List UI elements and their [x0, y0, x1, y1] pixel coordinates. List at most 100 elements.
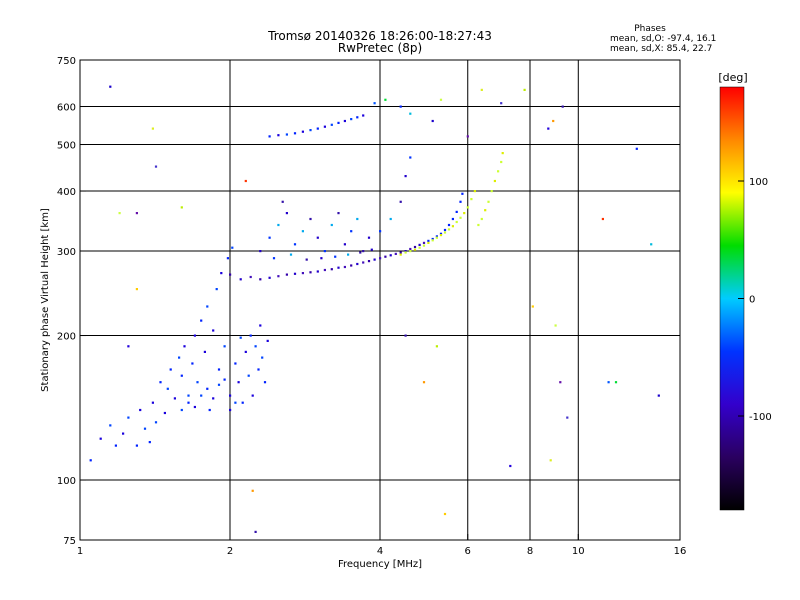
- echo-point: [180, 374, 183, 377]
- echo-point: [187, 394, 190, 397]
- echo-point: [114, 444, 117, 447]
- echo-point: [547, 127, 550, 130]
- echo-point: [237, 381, 240, 384]
- colorbar: [deg] -100 0 100: [718, 71, 772, 511]
- echo-point: [249, 275, 252, 279]
- header: Tromsø 20140326 18:26:00-18:27:43 RwPret…: [267, 24, 716, 55]
- echo-point: [266, 339, 269, 342]
- echo-point: [323, 125, 326, 128]
- echo-point: [404, 250, 407, 253]
- echo-point: [409, 247, 412, 251]
- echo-point: [404, 334, 407, 337]
- echo-point: [293, 272, 297, 275]
- echo-point: [127, 416, 130, 419]
- echo-point: [180, 408, 183, 412]
- echo-point: [289, 253, 293, 256]
- echo-point: [337, 121, 340, 124]
- y-axis-ticks: 75 100 200 300 400 500 600 750: [57, 56, 86, 547]
- echo-point: [367, 236, 371, 239]
- x-axis-label: Frequency [MHz]: [338, 559, 422, 570]
- echo-point: [109, 424, 112, 427]
- echo-point: [323, 268, 326, 272]
- echo-point: [343, 119, 346, 123]
- echo-point: [316, 127, 319, 130]
- echo-point: [323, 250, 326, 253]
- chart-title: Tromsø 20140326 18:26:00-18:27:43: [267, 29, 492, 43]
- echo-point: [166, 387, 169, 390]
- colorbar-ticks: -100 0 100: [738, 177, 772, 423]
- echo-point: [320, 257, 323, 260]
- echo-point: [316, 236, 319, 239]
- echo-point: [554, 324, 557, 327]
- echo-point: [135, 212, 138, 215]
- echo-point: [373, 258, 376, 261]
- echo-point: [229, 394, 232, 397]
- echo-point: [215, 288, 218, 291]
- echo-point: [500, 102, 503, 105]
- echo-point: [493, 179, 496, 183]
- echo-point: [439, 234, 443, 237]
- x-axis-ticks: 1 2 4 6 8 10 16: [77, 534, 686, 557]
- echo-point: [399, 200, 402, 203]
- colorbar-label: [deg]: [718, 71, 747, 84]
- echo-point: [370, 248, 373, 251]
- echo-point: [217, 368, 221, 371]
- echo-point: [277, 134, 280, 137]
- echo-point: [277, 275, 280, 278]
- echo-point: [301, 230, 304, 233]
- echo-point: [561, 105, 564, 108]
- echo-point: [607, 381, 610, 384]
- echo-point: [477, 223, 480, 227]
- echo-point: [500, 160, 503, 164]
- echo-point: [418, 243, 421, 246]
- y-tick-label: 750: [57, 56, 76, 67]
- echo-point: [443, 231, 447, 234]
- echo-point: [356, 217, 359, 221]
- echo-point: [422, 241, 426, 244]
- echo-point: [259, 324, 262, 327]
- echo-point: [249, 334, 252, 337]
- y-tick-label: 600: [57, 103, 76, 114]
- echo-point: [226, 257, 229, 260]
- echo-point: [301, 272, 304, 275]
- colorbar-tick-label: 100: [749, 177, 768, 188]
- echo-point: [285, 133, 288, 136]
- echo-point: [309, 271, 312, 274]
- echo-point: [435, 236, 438, 239]
- grid: [80, 60, 680, 540]
- echo-point: [413, 245, 417, 249]
- echo-point: [173, 397, 176, 400]
- echo-point: [379, 230, 382, 233]
- echo-point: [281, 200, 284, 203]
- echo-point: [118, 212, 121, 215]
- stats-line-o: mean, sd,O: -97.4, 16.1: [610, 34, 716, 44]
- echo-point: [566, 416, 569, 419]
- echo-point: [350, 118, 353, 121]
- echo-point: [635, 147, 638, 150]
- colorbar-tick-label: -100: [749, 412, 772, 423]
- echo-point: [239, 278, 242, 281]
- echo-point: [404, 175, 407, 178]
- echo-point: [148, 441, 151, 444]
- echo-point: [459, 216, 462, 219]
- echo-point: [183, 345, 186, 348]
- echo-point: [229, 408, 232, 412]
- echo-point: [196, 381, 199, 384]
- echo-point: [109, 85, 112, 88]
- x-tick-label: 10: [572, 546, 585, 557]
- echo-point: [350, 264, 353, 267]
- echo-point: [330, 123, 333, 126]
- echo-point: [301, 130, 304, 133]
- echo-point: [268, 276, 271, 279]
- echo-point: [200, 394, 203, 397]
- echo-point: [356, 116, 359, 119]
- echo-point: [455, 210, 458, 213]
- echo-point: [169, 368, 172, 371]
- echo-point: [459, 200, 462, 203]
- echo-point: [394, 252, 397, 255]
- echo-point: [422, 381, 426, 384]
- echo-point: [193, 405, 196, 409]
- echo-point: [193, 334, 196, 337]
- echo-point: [309, 129, 312, 132]
